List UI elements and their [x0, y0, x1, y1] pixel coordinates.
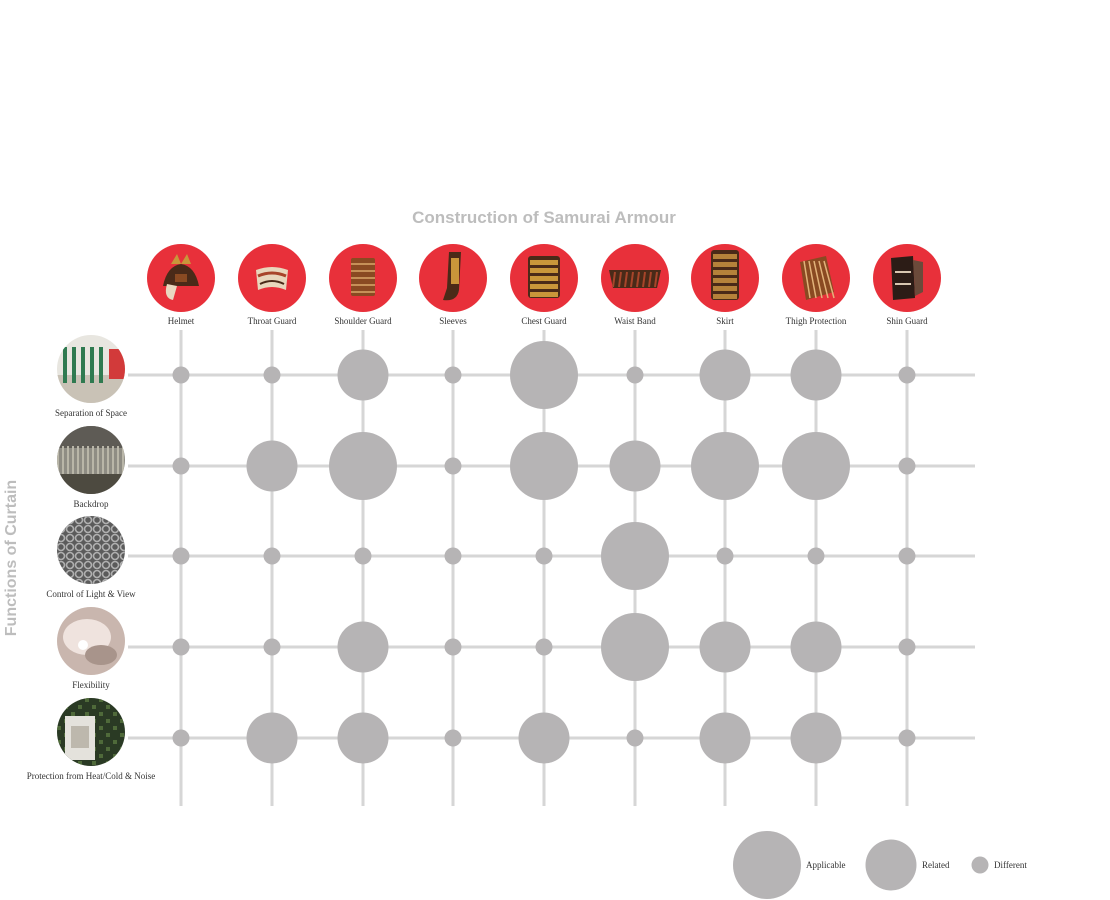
protection-photo: [57, 698, 125, 766]
shin-guard-icon: [873, 244, 941, 312]
bubble-applicable: [691, 432, 759, 500]
bubble-different: [444, 638, 462, 656]
column-label: Sleeves: [439, 316, 467, 326]
skirt-icon: [691, 244, 759, 312]
bubble-related: [609, 440, 661, 492]
bubble-different: [807, 547, 825, 565]
legend-bubble-applicable: [733, 831, 801, 899]
bubble-different: [716, 547, 734, 565]
column-label: Chest Guard: [521, 316, 567, 326]
bubble-different: [172, 366, 190, 384]
bubble-different: [535, 547, 553, 565]
waist-band-icon: [601, 244, 669, 312]
bubble-related: [699, 621, 751, 673]
column-headers: Helmet Throat Guard Shoulder Guard Sleeves C…: [147, 244, 941, 326]
bubble-different: [898, 547, 916, 565]
column-label: Thigh Protection: [786, 316, 847, 326]
bubble-applicable: [329, 432, 397, 500]
samurai-helmet-icon: [147, 244, 215, 312]
bubble-different: [172, 457, 190, 475]
column-label: Waist Band: [614, 316, 656, 326]
throat-guard-icon: [238, 244, 306, 312]
bubble-different: [898, 366, 916, 384]
bubble-different: [626, 729, 644, 747]
bubble-different: [354, 547, 372, 565]
separation-of-space-photo: [57, 335, 125, 403]
chart-title: Construction of Samurai Armour: [412, 208, 676, 227]
bubble-different: [444, 366, 462, 384]
legend-bubble-different: [971, 856, 989, 874]
bubble-related: [337, 621, 389, 673]
backdrop-photo: [57, 426, 125, 494]
row-label: Flexibility: [72, 680, 110, 690]
bubble-different: [263, 366, 281, 384]
bubble-different: [444, 547, 462, 565]
shoulder-guard-icon: [329, 244, 397, 312]
bubble-applicable: [601, 522, 669, 590]
bubble-different: [172, 547, 190, 565]
chest-guard-icon: [510, 244, 578, 312]
bubble-different: [172, 729, 190, 747]
light-control-photo: [57, 516, 125, 584]
bubble-applicable: [782, 432, 850, 500]
legend-label-applicable: Applicable: [806, 860, 846, 870]
bubble-applicable: [601, 613, 669, 681]
column-label: Shin Guard: [886, 316, 928, 326]
bubble-related: [246, 712, 298, 764]
bubble-different: [172, 638, 190, 656]
thigh-protection-icon: [782, 244, 850, 312]
row-label: Backdrop: [74, 499, 109, 509]
bubble-different: [898, 457, 916, 475]
bubble-different: [444, 729, 462, 747]
legend-label-related: Related: [922, 860, 950, 870]
bubble-applicable: [510, 341, 578, 409]
bubble-matrix: [172, 341, 916, 764]
bubble-related: [337, 349, 389, 401]
bubble-related: [699, 349, 751, 401]
legend-label-different: Different: [994, 860, 1027, 870]
bubble-different: [898, 729, 916, 747]
bubble-related: [246, 440, 298, 492]
bubble-related: [699, 712, 751, 764]
bubble-different: [535, 638, 553, 656]
bubble-different: [263, 547, 281, 565]
column-label: Helmet: [168, 316, 195, 326]
side-title: Functions of Curtain: [3, 480, 20, 636]
bubble-related: [518, 712, 570, 764]
row-label: Protection from Heat/Cold & Noise: [27, 771, 155, 781]
bubble-different: [626, 366, 644, 384]
row-headers: Separation of Space Backdrop Control of Li…: [27, 335, 155, 781]
legend-bubble-related: [865, 839, 917, 891]
sleeves-icon: [419, 244, 487, 312]
bubble-related: [790, 349, 842, 401]
row-label: Separation of Space: [55, 408, 127, 418]
column-label: Shoulder Guard: [334, 316, 392, 326]
bubble-applicable: [510, 432, 578, 500]
row-label: Control of Light & View: [46, 589, 136, 599]
bubble-related: [337, 712, 389, 764]
flexibility-photo: [57, 607, 125, 675]
column-label: Throat Guard: [248, 316, 297, 326]
bubble-different: [263, 638, 281, 656]
bubble-related: [790, 621, 842, 673]
bubble-different: [898, 638, 916, 656]
bubble-different: [444, 457, 462, 475]
bubble-related: [790, 712, 842, 764]
legend: Applicable Related Different: [733, 831, 1027, 899]
column-label: Skirt: [716, 316, 734, 326]
